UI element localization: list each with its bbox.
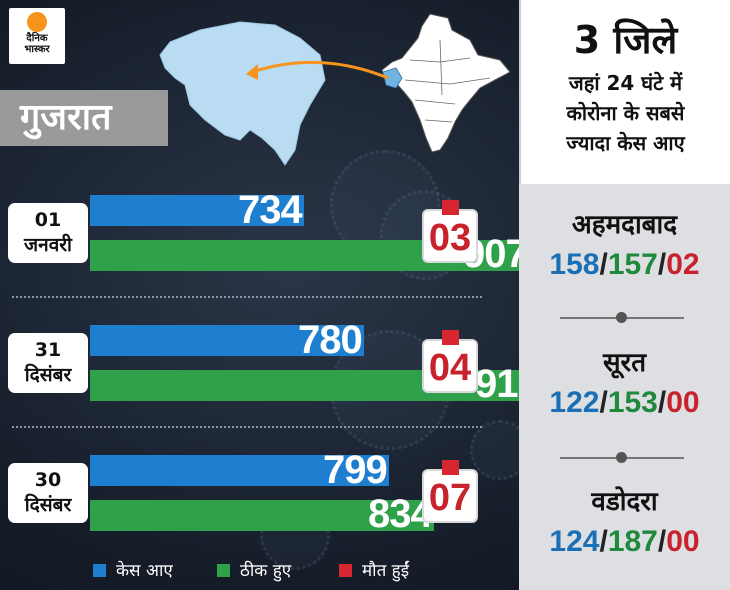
city-name: वडोदरा — [591, 487, 658, 517]
heading-line: कोरोना के सबसे — [566, 101, 685, 125]
city-cases: 158 — [549, 248, 600, 281]
legend-swatch-recovered — [217, 564, 230, 577]
city-name: सूरत — [602, 348, 647, 378]
city-deaths: 00 — [666, 525, 700, 558]
state-label: गुजरात — [0, 90, 168, 146]
bar-value-recovered: 834 — [368, 492, 433, 536]
city-values: 158/157/02 — [519, 245, 730, 285]
date-label-line: 31 — [34, 339, 62, 361]
bar-value-cases: 780 — [298, 318, 363, 362]
legend-swatch-cases — [93, 564, 106, 577]
city-recovered: 157 — [607, 248, 658, 281]
date-label-line: दिसंबर — [24, 494, 72, 516]
bar-cases — [90, 325, 364, 356]
separator-slash: / — [599, 248, 608, 281]
bar-cases — [90, 195, 304, 226]
heading-line: ज्यादा केस आए — [566, 131, 685, 155]
death-flag-icon — [442, 200, 459, 215]
separator-slash: / — [657, 248, 667, 281]
india-state-borders — [404, 39, 491, 123]
city-values: 124/187/00 — [519, 522, 730, 562]
row-divider — [12, 296, 482, 298]
separator-slash: / — [599, 525, 608, 558]
bar-value-cases: 799 — [323, 448, 388, 492]
divider-dot — [616, 452, 627, 463]
city-cases: 122 — [549, 386, 600, 419]
date-label-line: 30 — [34, 469, 62, 491]
legend-swatch-deaths — [339, 564, 352, 577]
date-label-line: दिसंबर — [24, 364, 72, 386]
dainik-bhaskar-logo: दैनिक भास्कर — [9, 8, 65, 64]
city-recovered: 153 — [607, 386, 658, 419]
death-flag-icon — [442, 330, 459, 345]
gujarat-map — [159, 21, 326, 166]
india-map — [381, 13, 511, 153]
date-label-line: जनवरी — [24, 234, 72, 256]
death-count: 07 — [422, 469, 478, 523]
gujarat-highlight-on-india — [382, 67, 403, 89]
heading-big: 3 जिले — [573, 18, 678, 62]
city-deaths: 00 — [666, 386, 700, 419]
map-graphic — [159, 13, 511, 166]
sun-icon — [27, 12, 47, 32]
death-flag-icon — [442, 460, 459, 475]
city-block: सूरत 122/153/00 — [519, 343, 730, 423]
bar-recovered — [90, 500, 434, 531]
heading-line: जहां 24 घंटे में — [568, 71, 683, 95]
pointer-arrow-head — [246, 64, 258, 80]
legend-item-cases: केस आए — [93, 558, 173, 584]
date-label: 31 दिसंबर — [8, 333, 88, 393]
city-values: 122/153/00 — [519, 383, 730, 423]
row-divider — [12, 426, 482, 428]
city-name: अहमदाबाद — [571, 210, 678, 240]
city-block: वडोदरा 124/187/00 — [519, 482, 730, 562]
city-cases: 124 — [549, 525, 600, 558]
legend-item-deaths: मौत हुईं — [339, 558, 409, 584]
city-deaths: 02 — [666, 248, 700, 281]
date-label-line: 01 — [34, 209, 62, 231]
separator-slash: / — [657, 525, 667, 558]
bar-cases — [90, 455, 389, 486]
date-label: 01 जनवरी — [8, 203, 88, 263]
city-block: अहमदाबाद 158/157/02 — [519, 205, 730, 285]
separator-slash: / — [599, 386, 608, 419]
city-recovered: 187 — [607, 525, 658, 558]
pointer-arrow — [251, 60, 389, 80]
death-count: 03 — [422, 209, 478, 263]
divider-dot — [616, 312, 627, 323]
bar-value-cases: 734 — [238, 188, 303, 232]
death-count: 04 — [422, 339, 478, 393]
date-label: 30 दिसंबर — [8, 463, 88, 523]
separator-slash: / — [657, 386, 667, 419]
district-panel-heading: 3 जिले जहां 24 घंटे में कोरोना के सबसे ज… — [519, 0, 730, 184]
legend-item-recovered: ठीक हुए — [217, 558, 291, 584]
